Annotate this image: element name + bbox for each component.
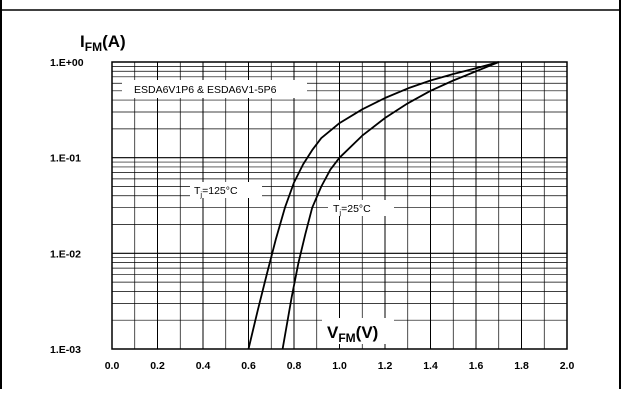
plot-area-border bbox=[111, 61, 568, 350]
y-axis-title-main: I bbox=[80, 32, 85, 51]
series-label-125-background bbox=[190, 182, 262, 198]
y-tick-labels: 1.E-03 1.E-02 1.E-01 1.E+00 bbox=[50, 57, 84, 356]
series-label-125-text: Tj=125°C bbox=[194, 185, 238, 199]
series-label-25-t: T bbox=[333, 203, 340, 215]
x-axis-title-background bbox=[322, 318, 394, 344]
y-tick-label: 1.E-01 bbox=[50, 153, 81, 165]
y-axis-title-text: IFM(A) bbox=[80, 32, 126, 54]
x-tick-label: 0.4 bbox=[196, 360, 211, 372]
series-label-25: Tj=25°C bbox=[328, 200, 394, 217]
x-tick-label: 1.2 bbox=[378, 360, 393, 372]
product-label-box: ESDA6V1P6 & ESDA6V1-5P6 bbox=[122, 80, 307, 98]
series-label-125-t: T bbox=[194, 185, 201, 197]
series-label-125: Tj=125°C bbox=[190, 182, 262, 199]
y-tick-label: 1.E-03 bbox=[50, 344, 81, 356]
x-tick-label: 0.6 bbox=[241, 360, 256, 372]
x-tick-label: 1.4 bbox=[423, 360, 438, 372]
x-tick-label: 2.0 bbox=[560, 360, 575, 372]
product-label: ESDA6V1P6 & ESDA6V1-5P6 bbox=[134, 84, 277, 96]
x-tick-label: 1.0 bbox=[332, 360, 347, 372]
series-line-tj-125c bbox=[247, 61, 500, 350]
x-axis-title-sub: FM bbox=[338, 331, 355, 345]
x-tick-label: 0.0 bbox=[105, 360, 120, 372]
x-tick-label: 1.8 bbox=[514, 360, 529, 372]
series-layer bbox=[247, 61, 500, 350]
x-axis-title-text: VFM(V) bbox=[327, 323, 378, 345]
series-label-25-rest: =25°C bbox=[341, 203, 371, 215]
series-label-125-rest: =125°C bbox=[202, 185, 238, 197]
y-tick-label: 1.E+00 bbox=[50, 57, 84, 69]
y-axis-title: IFM(A) bbox=[80, 32, 126, 54]
y-axis-title-unit: (A) bbox=[102, 32, 126, 51]
x-axis-title-unit: (V) bbox=[356, 323, 379, 342]
series-label-25-text: Tj=25°C bbox=[333, 203, 371, 217]
series-line-tj-25c bbox=[281, 61, 500, 350]
series-label-25-sub: j bbox=[338, 208, 341, 217]
x-axis-title-main: V bbox=[327, 323, 339, 342]
y-axis-title-sub: FM bbox=[85, 40, 102, 54]
x-tick-label: 1.6 bbox=[469, 360, 484, 372]
series-label-125-sub: j bbox=[199, 190, 202, 199]
x-tick-label: 0.8 bbox=[287, 360, 302, 372]
x-tick-label: 0.2 bbox=[150, 360, 165, 372]
product-label-background bbox=[122, 80, 307, 98]
x-axis-title: VFM(V) bbox=[322, 318, 394, 345]
y-tick-label: 1.E-02 bbox=[50, 248, 81, 260]
x-tick-labels: 0.0 0.2 0.4 0.6 0.8 1.0 1.2 1.4 1.6 1.8 2.0 bbox=[105, 360, 575, 372]
series-label-25-background bbox=[328, 200, 394, 216]
